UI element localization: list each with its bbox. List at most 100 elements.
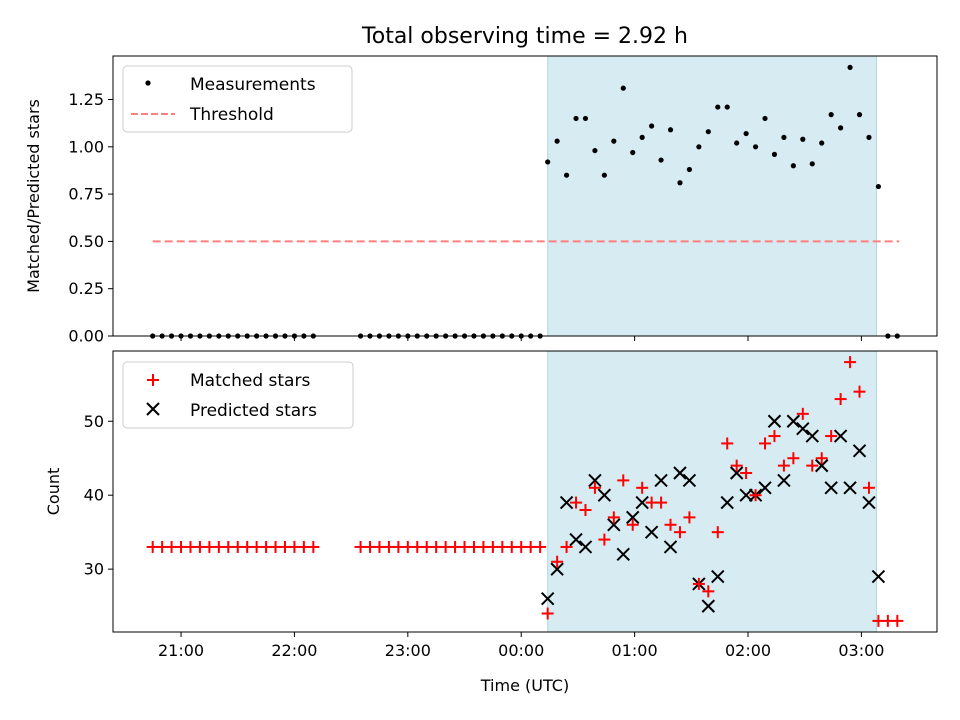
predicted-point-stroke xyxy=(852,444,867,458)
predicted-point xyxy=(588,473,602,488)
measurement-point xyxy=(573,115,579,122)
predicted-point xyxy=(843,481,857,495)
measurement-point xyxy=(724,104,730,110)
predicted-point xyxy=(673,466,687,480)
measurement-point xyxy=(847,64,853,70)
legend-matched-marker xyxy=(147,374,159,386)
y-tick-label: 30 xyxy=(84,560,104,579)
measurement-point xyxy=(800,136,806,142)
measurement-point xyxy=(866,134,872,140)
y-tick-label: 50 xyxy=(84,412,104,431)
measurement-point xyxy=(545,159,551,165)
matched-point xyxy=(806,459,819,472)
matched-point xyxy=(787,452,800,465)
matched-point xyxy=(617,474,630,487)
predicted-point-stroke xyxy=(711,569,725,584)
matched-point xyxy=(683,511,696,524)
predicted-point-stroke xyxy=(720,495,734,510)
matched-point xyxy=(626,518,639,531)
predicted-point xyxy=(682,473,697,488)
x-tick-label: 01:00 xyxy=(612,641,658,660)
predicted-point xyxy=(796,421,810,436)
matched-point xyxy=(664,518,677,531)
matched-point xyxy=(307,540,320,553)
matched-point xyxy=(655,496,668,509)
top-shaded-span xyxy=(547,55,878,337)
measurement-point xyxy=(630,149,636,156)
top-y-axis-label: Matched/Predicted stars xyxy=(24,99,43,293)
matched-point xyxy=(534,540,547,553)
matched-point xyxy=(673,526,686,539)
measurement-point xyxy=(705,129,711,135)
predicted-point-stroke xyxy=(805,429,819,443)
predicted-point xyxy=(871,569,886,584)
matched-point xyxy=(692,577,705,590)
predicted-point xyxy=(597,488,612,502)
y-tick-label: 1.00 xyxy=(68,137,104,156)
predicted-point-stroke xyxy=(607,518,621,532)
predicted-point-stroke xyxy=(701,599,716,613)
predicted-point xyxy=(815,458,829,473)
measurement-points xyxy=(150,64,900,339)
x-tick-label: 00:00 xyxy=(498,641,544,660)
matched-point xyxy=(588,481,601,494)
measurement-point xyxy=(809,161,815,167)
predicted-point-stroke xyxy=(862,495,876,510)
measurement-point xyxy=(790,163,796,169)
predicted-point xyxy=(767,414,782,428)
predicted-point xyxy=(654,473,668,488)
measurement-point xyxy=(658,157,664,163)
predicted-point-stroke xyxy=(777,473,791,488)
predicted-point xyxy=(739,488,753,502)
bottom-x-axis-label: Time (UTC) xyxy=(480,676,569,695)
matched-point xyxy=(815,452,828,465)
x-tick-label: 22:00 xyxy=(271,641,317,660)
matched-point xyxy=(749,489,762,502)
x-tick-label: 21:00 xyxy=(158,641,204,660)
bottom-panel: 30 40 50 21:00 22:00 23:00 00:00 01:00 02:00 03:… xyxy=(44,350,938,695)
matched-point xyxy=(862,481,875,494)
legend-threshold-label: Threshold xyxy=(189,105,274,125)
measurement-point xyxy=(762,115,768,122)
matched-point xyxy=(551,555,564,568)
predicted-point-stroke xyxy=(550,562,564,576)
chart-title: Total observing time = 2.92 h xyxy=(361,24,688,49)
predicted-point-stroke xyxy=(673,466,687,480)
predicted-point-stroke xyxy=(815,458,829,473)
measurement-point xyxy=(771,151,778,157)
predicted-point-stroke xyxy=(833,429,848,443)
y-tick-label: 40 xyxy=(84,486,104,505)
measurement-point xyxy=(781,134,787,140)
predicted-point xyxy=(777,473,791,488)
predicted-point-stroke xyxy=(597,488,612,502)
matched-point xyxy=(825,430,838,443)
matched-point xyxy=(711,526,724,539)
measurement-point xyxy=(734,140,740,146)
predicted-point-stroke xyxy=(559,495,574,510)
predicted-point xyxy=(550,562,564,576)
predicted-point-stroke xyxy=(739,488,753,502)
matched-point xyxy=(834,393,847,406)
legend-measurements-marker xyxy=(145,80,151,86)
predicted-point-stroke xyxy=(758,481,772,495)
measurement-point xyxy=(875,183,882,190)
predicted-point xyxy=(729,466,744,480)
measurement-point xyxy=(601,172,607,178)
measurement-point xyxy=(554,138,560,144)
top-axes-frame xyxy=(112,55,938,337)
legend-measurements-label: Measurements xyxy=(190,75,316,95)
predicted-point xyxy=(616,547,630,562)
matched-point xyxy=(541,607,554,620)
predicted-point-stroke xyxy=(540,592,555,606)
predicted-point xyxy=(626,510,640,525)
measurement-point xyxy=(819,140,825,146)
predicted-point xyxy=(578,540,593,554)
predicted-point-stroke xyxy=(578,540,593,554)
predicted-point-stroke xyxy=(682,473,697,488)
bottom-shaded-span xyxy=(547,350,878,633)
predicted-point-stroke xyxy=(626,510,640,525)
measurement-point xyxy=(611,138,617,144)
predicted-point xyxy=(635,495,649,510)
predicted-point-stroke xyxy=(796,421,810,436)
predicted-point xyxy=(786,414,801,428)
